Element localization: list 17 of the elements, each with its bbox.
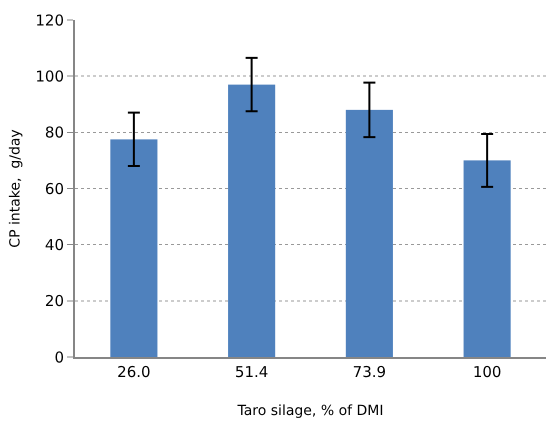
y-tick-label: 20 [44, 292, 64, 310]
y-tick-label: 40 [44, 236, 64, 254]
y-tick-label: 120 [35, 11, 64, 30]
y-tick-label: 60 [44, 180, 64, 198]
x-tick-label: 51.4 [234, 363, 268, 381]
x-tick-label: 100 [472, 363, 502, 381]
y-tick-label: 0 [54, 348, 64, 366]
bar [464, 160, 511, 357]
bar [346, 110, 393, 357]
bar [228, 84, 276, 357]
x-axis-title: Taro silage, % of DMI [236, 402, 384, 419]
x-tick-label: 26.0 [117, 363, 151, 381]
y-tick-label: 100 [35, 67, 64, 86]
bar [110, 139, 158, 357]
y-axis-title: CP intake, g/day [7, 129, 24, 248]
x-tick-label: 73.9 [352, 363, 386, 381]
y-tick-label: 80 [44, 124, 64, 142]
